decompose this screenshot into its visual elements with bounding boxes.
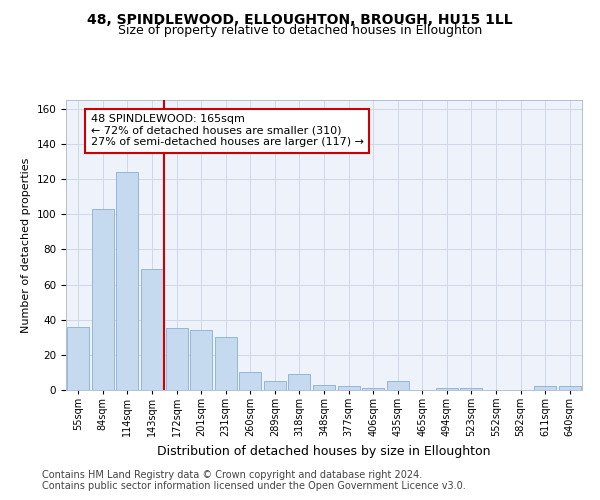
Text: 48, SPINDLEWOOD, ELLOUGHTON, BROUGH, HU15 1LL: 48, SPINDLEWOOD, ELLOUGHTON, BROUGH, HU1… [87,12,513,26]
Bar [313,384,335,390]
Bar [289,374,310,390]
Bar [460,388,482,390]
Text: Contains HM Land Registry data © Crown copyright and database right 2024.: Contains HM Land Registry data © Crown c… [42,470,422,480]
Text: Size of property relative to detached houses in Elloughton: Size of property relative to detached ho… [118,24,482,37]
Bar [362,388,384,390]
Text: 48 SPINDLEWOOD: 165sqm
← 72% of detached houses are smaller (310)
27% of semi-de: 48 SPINDLEWOOD: 165sqm ← 72% of detached… [91,114,364,148]
Bar [190,330,212,390]
Bar [166,328,188,390]
Bar [215,338,237,390]
Bar [67,326,89,390]
Bar [92,209,114,390]
Bar [559,386,581,390]
Bar [386,381,409,390]
Bar [436,388,458,390]
Bar [338,386,359,390]
Bar [141,268,163,390]
Bar [116,172,139,390]
X-axis label: Distribution of detached houses by size in Elloughton: Distribution of detached houses by size … [157,445,491,458]
Bar [534,386,556,390]
Text: Contains public sector information licensed under the Open Government Licence v3: Contains public sector information licen… [42,481,466,491]
Y-axis label: Number of detached properties: Number of detached properties [21,158,31,332]
Bar [264,381,286,390]
Bar [239,372,262,390]
